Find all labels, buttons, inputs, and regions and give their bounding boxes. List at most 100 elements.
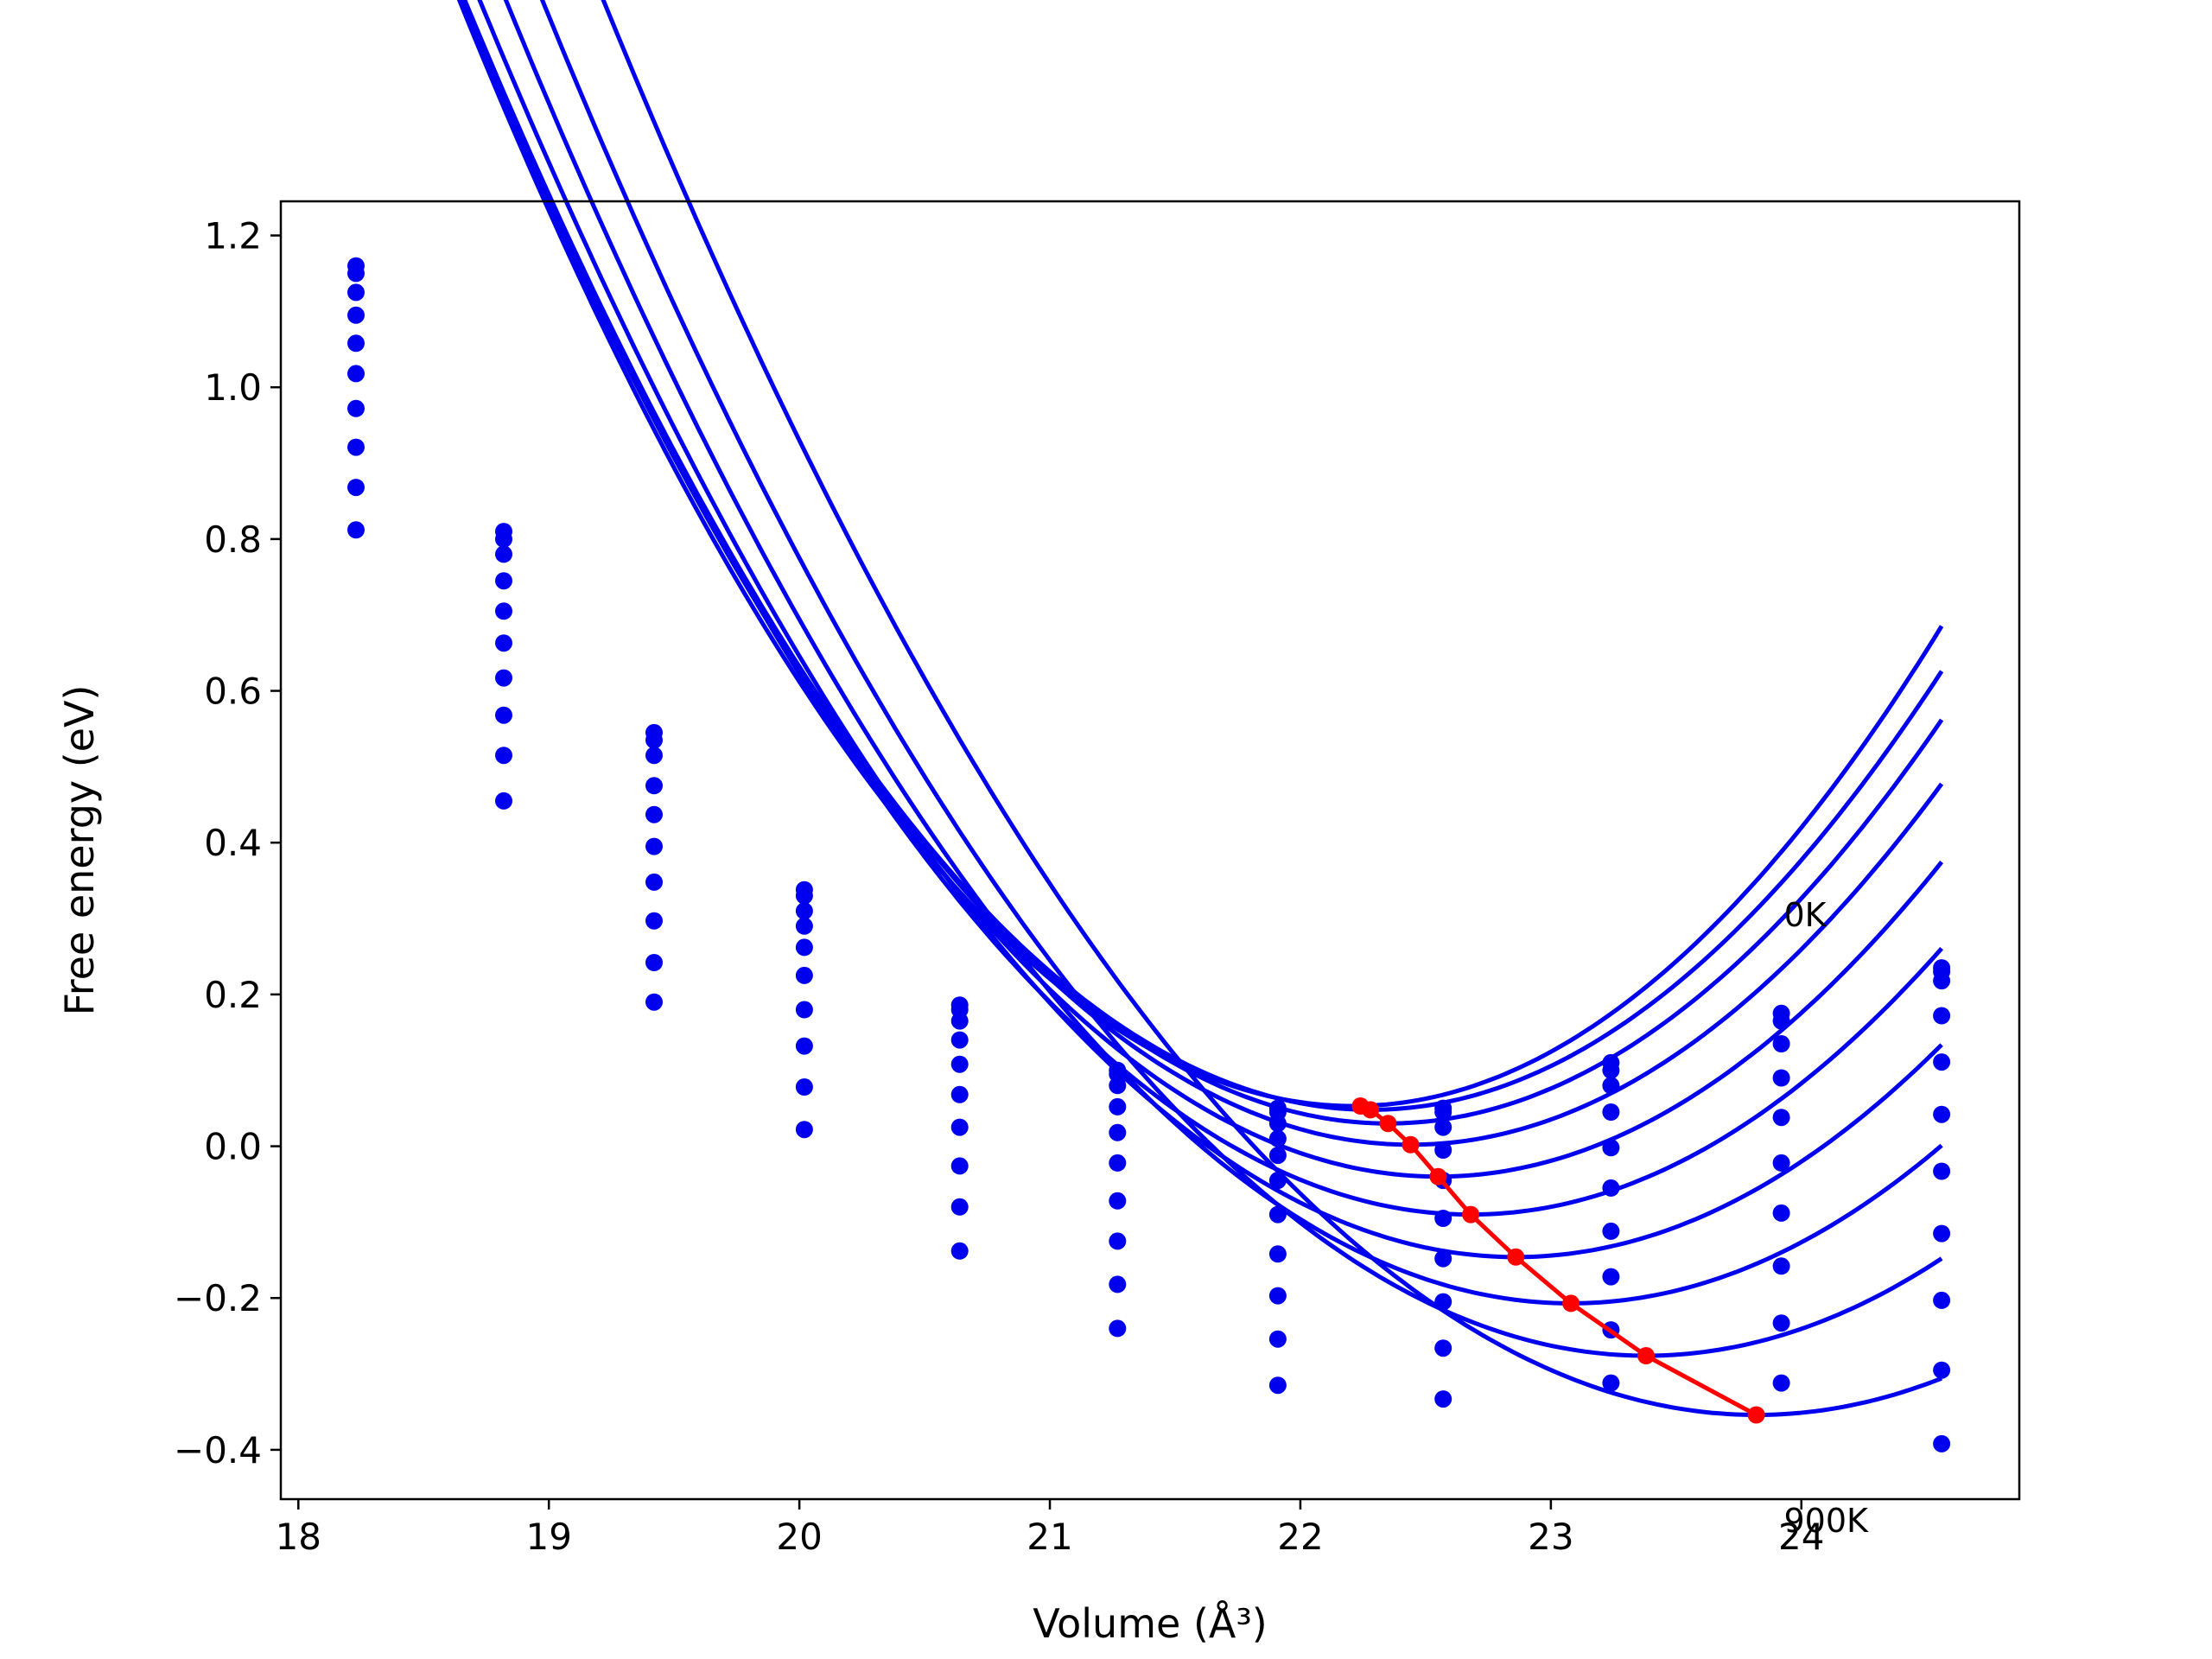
data-point-3-10 (1933, 1007, 1951, 1025)
data-point-6-10 (1933, 1162, 1951, 1180)
data-point-8-3 (795, 1078, 813, 1096)
annotation-0k: 0K (1783, 896, 1827, 934)
data-point-8-7 (1434, 1339, 1452, 1357)
y-tick-label-7: 1.0 (204, 366, 262, 409)
x-axis-ticks: 18 19 20 21 22 23 24 (276, 1499, 1825, 1558)
data-point-8-0 (347, 479, 365, 497)
x-tick-label-2: 20 (776, 1516, 822, 1558)
data-point-6-7 (1434, 1249, 1452, 1268)
x-tick-label-5: 23 (1528, 1516, 1573, 1558)
fit-curve-9 (601, 0, 1942, 1417)
data-point-7-6 (1268, 1245, 1287, 1263)
minimum-point-5 (1462, 1205, 1480, 1224)
data-point-9-9 (1772, 1374, 1790, 1392)
data-point-9-5 (1109, 1319, 1127, 1338)
minimum-point-2 (1379, 1115, 1397, 1133)
data-point-3-5 (1109, 1097, 1127, 1116)
data-point-8-9 (1772, 1314, 1790, 1332)
minimum-point-7 (1562, 1294, 1580, 1313)
data-point-1-9 (1772, 1012, 1790, 1030)
data-point-8-2 (645, 954, 663, 971)
data-point-3-2 (645, 777, 663, 795)
data-point-2-7 (1434, 1118, 1452, 1136)
data-point-9-7 (1434, 1390, 1452, 1408)
data-point-2-8 (1602, 1077, 1620, 1095)
data-point-5-0 (347, 365, 365, 383)
data-point-5-6 (1268, 1172, 1287, 1190)
fit-curve-8 (539, 0, 1943, 1358)
y-tick-label-4: 0.4 (204, 822, 262, 864)
minima-line (1351, 1097, 1765, 1424)
data-point-7-8 (1602, 1268, 1620, 1286)
data-point-2-3 (795, 902, 813, 920)
data-point-5-7 (1434, 1210, 1452, 1227)
data-point-5-2 (645, 837, 663, 855)
minimum-point-8 (1637, 1347, 1655, 1364)
data-point-7-10 (1933, 1224, 1951, 1243)
data-point-6-9 (1772, 1204, 1790, 1222)
minimum-point-6 (1507, 1248, 1525, 1266)
data-point-4-2 (645, 805, 663, 823)
data-point-6-3 (795, 1001, 813, 1019)
y-tick-label-6: 0.8 (204, 518, 262, 561)
data-point-5-5 (1109, 1154, 1127, 1172)
data-point-10-6 (1268, 1376, 1287, 1395)
data-point-2-2 (645, 747, 663, 765)
data-point-3-7 (1434, 1141, 1452, 1159)
data-point-2-10 (1933, 972, 1951, 990)
y-tick-label-8: 1.2 (204, 215, 262, 257)
data-point-5-8 (1602, 1179, 1620, 1197)
fit-curve-7 (503, 0, 1943, 1306)
annotations: 0K 900K (1783, 896, 1869, 1540)
plot-frame (279, 200, 2021, 1501)
y-tick-label-1: −0.2 (174, 1277, 262, 1319)
data-point-4-9 (1772, 1109, 1790, 1127)
data-point-5-9 (1772, 1154, 1790, 1172)
data-point-9-10 (1933, 1361, 1951, 1379)
data-point-1-7 (1434, 1103, 1452, 1121)
data-point-5-4 (950, 1085, 969, 1103)
data-point-4-6 (1268, 1147, 1287, 1165)
fit-curves (456, 0, 1944, 1417)
data-point-7-9 (1772, 1257, 1790, 1275)
data-point-6-4 (950, 1118, 969, 1136)
data-point-9-2 (645, 993, 663, 1011)
data-point-6-2 (645, 873, 663, 891)
data-point-2-4 (950, 1012, 969, 1030)
data-point-5-10 (1933, 1105, 1951, 1123)
data-point-7-2 (645, 912, 663, 930)
y-tick-label-2: 0.0 (204, 1126, 262, 1168)
data-point-3-1 (495, 572, 512, 590)
x-tick-label-0: 18 (276, 1516, 321, 1558)
y-tick-label-3: 0.2 (204, 974, 262, 1016)
data-point-6-5 (1109, 1192, 1127, 1210)
data-point-7-4 (950, 1157, 969, 1175)
data-point-7-1 (495, 706, 512, 724)
y-axis-ticks: −0.4 −0.2 0.0 0.2 0.4 0.6 0.8 1.0 1.2 (174, 215, 281, 1471)
data-point-1-2 (645, 731, 663, 749)
data-point-3-6 (1268, 1129, 1287, 1147)
data-point-7-0 (347, 438, 365, 456)
fit-curve-5 (461, 0, 1943, 1217)
data-point-2-5 (1109, 1077, 1127, 1095)
minimum-point-4 (1429, 1167, 1447, 1185)
y-axis-label: Free energy (eV) (56, 685, 103, 1016)
data-point-7-7 (1434, 1293, 1452, 1311)
data-point-5-3 (795, 966, 813, 984)
data-point-2-9 (1772, 1035, 1790, 1052)
data-point-4-0 (347, 334, 365, 353)
data-point-4-8 (1602, 1139, 1620, 1157)
data-point-6-6 (1268, 1205, 1287, 1224)
x-tick-label-6: 24 (1778, 1516, 1824, 1558)
data-point-8-10 (1933, 1291, 1951, 1309)
data-point-4-4 (950, 1055, 969, 1073)
data-point-8-5 (1109, 1275, 1127, 1294)
data-point-2-6 (1268, 1115, 1287, 1133)
data-point-1-3 (795, 887, 813, 905)
data-point-4-1 (495, 602, 512, 620)
data-point-3-0 (347, 306, 365, 324)
data-point-3-8 (1602, 1103, 1620, 1121)
x-tick-label-1: 19 (525, 1516, 571, 1558)
